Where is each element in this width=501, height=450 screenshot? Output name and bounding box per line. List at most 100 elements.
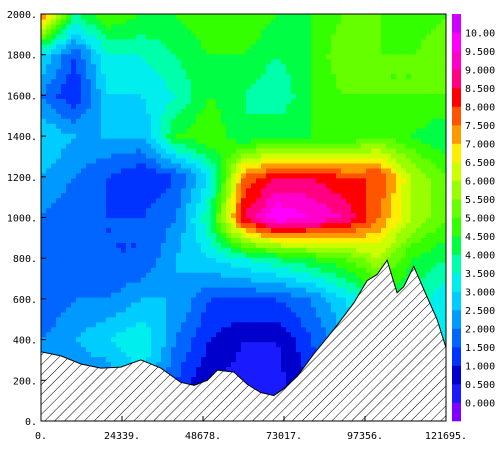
contour-cell bbox=[271, 157, 277, 164]
contour-cell bbox=[231, 296, 237, 303]
contour-cell bbox=[356, 133, 362, 139]
contour-cell bbox=[336, 118, 342, 124]
contour-cell bbox=[151, 242, 157, 248]
contour-cell bbox=[121, 296, 127, 303]
contour-cell bbox=[366, 252, 372, 258]
contour-cell bbox=[421, 123, 427, 129]
contour-cell bbox=[256, 123, 262, 129]
contour-cell bbox=[71, 222, 77, 229]
contour-cell bbox=[241, 296, 247, 303]
contour-cell bbox=[331, 247, 337, 253]
contour-cell bbox=[121, 172, 127, 179]
contour-cell bbox=[156, 123, 162, 129]
contour-cell bbox=[181, 177, 187, 184]
contour-cell bbox=[161, 316, 167, 323]
contour-cell bbox=[251, 267, 257, 273]
contour-cell bbox=[361, 202, 367, 209]
contour-cell bbox=[61, 262, 67, 268]
contour-cell bbox=[196, 371, 202, 377]
contour-cell bbox=[76, 316, 82, 323]
contour-cell bbox=[231, 346, 237, 353]
contour-cell bbox=[251, 371, 257, 377]
contour-cell bbox=[111, 167, 117, 174]
contour-cell bbox=[281, 187, 287, 194]
contour-cell bbox=[206, 291, 212, 298]
contour-cell bbox=[346, 247, 352, 253]
contour-cell bbox=[296, 143, 302, 149]
contour-cell bbox=[66, 351, 72, 358]
contour-cell bbox=[46, 306, 52, 313]
contour-cell bbox=[216, 366, 222, 372]
contour-cell bbox=[286, 267, 292, 273]
contour-cell bbox=[186, 242, 192, 248]
contour-cell bbox=[311, 321, 317, 328]
contour-cell bbox=[156, 262, 162, 268]
contour-cell bbox=[426, 222, 432, 229]
contour-cell bbox=[441, 316, 446, 323]
contour-cell bbox=[171, 143, 177, 149]
contour-cell bbox=[71, 172, 77, 179]
contour-cell bbox=[246, 316, 252, 323]
contour-cell bbox=[391, 197, 397, 204]
contour-cell bbox=[66, 177, 72, 184]
contour-cell bbox=[271, 123, 277, 129]
contour-cell bbox=[51, 272, 57, 278]
contour-cell bbox=[106, 257, 112, 263]
contour-cell bbox=[251, 331, 257, 338]
contour-cell bbox=[111, 118, 117, 124]
contour-cell bbox=[186, 232, 192, 238]
contour-cell bbox=[411, 242, 417, 248]
contour-cell bbox=[251, 381, 257, 387]
contour-cell bbox=[161, 113, 167, 119]
contour-cell bbox=[111, 252, 117, 258]
contour-cell bbox=[151, 197, 157, 204]
contour-cell bbox=[111, 346, 117, 353]
contour-cell bbox=[81, 321, 87, 328]
contour-cell bbox=[161, 361, 167, 367]
contour-cell bbox=[251, 306, 257, 313]
contour-cell bbox=[161, 222, 167, 229]
contour-cell bbox=[251, 272, 257, 278]
contour-cell bbox=[121, 247, 127, 253]
contour-cell bbox=[156, 192, 162, 199]
contour-cell bbox=[126, 207, 132, 214]
contour-cell bbox=[171, 197, 177, 204]
contour-cell bbox=[186, 118, 192, 124]
contour-cell bbox=[41, 177, 47, 184]
contour-cell bbox=[191, 167, 197, 174]
contour-cell bbox=[231, 291, 237, 298]
contour-cell bbox=[206, 113, 212, 119]
contour-cell bbox=[191, 381, 197, 387]
contour-cell bbox=[381, 252, 387, 258]
contour-cell bbox=[441, 262, 446, 268]
contour-cell bbox=[196, 182, 202, 189]
contour-cell bbox=[196, 247, 202, 253]
contour-cell bbox=[361, 192, 367, 199]
contour-cell bbox=[56, 311, 62, 318]
contour-cell bbox=[211, 242, 217, 248]
contour-cell bbox=[286, 316, 292, 323]
contour-cell bbox=[326, 133, 332, 139]
contour-cell bbox=[146, 197, 152, 204]
contour-cell bbox=[266, 237, 272, 243]
contour-cell bbox=[161, 138, 167, 144]
contour-cell bbox=[221, 272, 227, 278]
contour-cell bbox=[201, 143, 207, 149]
contour-cell bbox=[186, 237, 192, 243]
contour-cell bbox=[71, 306, 77, 313]
contour-cell bbox=[206, 167, 212, 174]
contour-cell bbox=[91, 182, 97, 189]
contour-cell bbox=[301, 341, 307, 348]
contour-cell bbox=[171, 227, 177, 233]
contour-cell bbox=[376, 152, 382, 159]
contour-cell bbox=[381, 167, 387, 174]
contour-cell bbox=[96, 113, 102, 119]
contour-cell bbox=[421, 172, 427, 179]
contour-cell bbox=[216, 207, 222, 214]
contour-cell bbox=[336, 217, 342, 224]
contour-cell bbox=[106, 341, 112, 348]
contour-cell bbox=[136, 331, 142, 338]
contour-cell bbox=[366, 272, 372, 278]
contour-cell bbox=[341, 237, 347, 243]
contour-cell bbox=[271, 346, 277, 353]
